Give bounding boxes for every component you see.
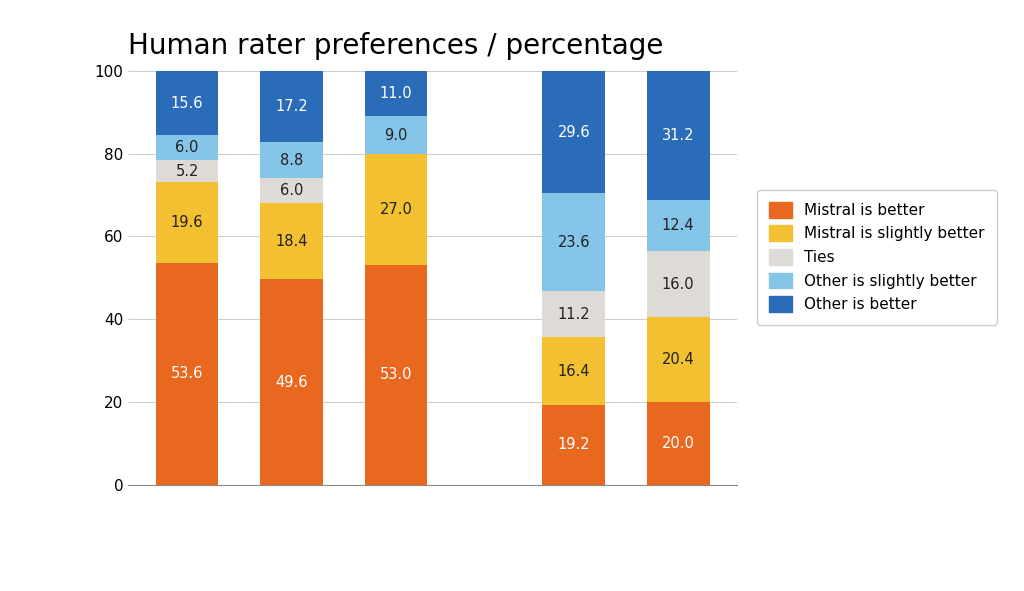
Bar (365, 154, 427, 265)
Bar (156, 135, 218, 160)
Text: 6.0: 6.0 (280, 183, 303, 199)
Bar (156, 71, 218, 135)
Bar (647, 317, 710, 402)
Bar (260, 142, 323, 178)
Text: Human rater preferences / percentage: Human rater preferences / percentage (128, 33, 664, 60)
Text: 17.2: 17.2 (275, 99, 308, 114)
Bar (543, 337, 605, 405)
Text: 23.6: 23.6 (557, 235, 590, 249)
Text: 19.2: 19.2 (557, 437, 590, 452)
Bar (260, 71, 323, 142)
Text: 27.0: 27.0 (380, 202, 413, 217)
Bar (647, 402, 710, 485)
Bar (260, 203, 323, 280)
Text: 18.4: 18.4 (275, 234, 308, 249)
Text: 8.8: 8.8 (280, 153, 303, 168)
Bar (647, 200, 710, 251)
Bar (156, 160, 218, 182)
Bar (365, 116, 427, 154)
Bar (260, 280, 323, 485)
Bar (543, 405, 605, 485)
Bar (365, 71, 427, 116)
Text: 53.6: 53.6 (171, 366, 203, 381)
Text: 12.4: 12.4 (662, 218, 694, 233)
Text: 11.0: 11.0 (380, 86, 413, 101)
Text: 31.2: 31.2 (662, 128, 694, 143)
Text: 11.2: 11.2 (557, 307, 590, 322)
Bar (647, 251, 710, 317)
Bar (543, 193, 605, 291)
Bar (647, 71, 710, 200)
Text: 19.6: 19.6 (171, 215, 204, 230)
Text: 16.4: 16.4 (557, 364, 590, 379)
Bar (156, 182, 218, 263)
Text: 16.0: 16.0 (662, 277, 694, 292)
Text: 53.0: 53.0 (380, 368, 413, 382)
Bar (543, 291, 605, 337)
Text: 6.0: 6.0 (175, 141, 199, 155)
Bar (156, 263, 218, 485)
Text: 20.0: 20.0 (662, 436, 694, 451)
Text: 15.6: 15.6 (171, 96, 204, 111)
Text: 29.6: 29.6 (557, 125, 590, 139)
Bar (543, 71, 605, 193)
Legend: Mistral is better, Mistral is slightly better, Ties, Other is slightly better, O: Mistral is better, Mistral is slightly b… (757, 190, 997, 324)
Bar (365, 265, 427, 485)
Bar (260, 178, 323, 203)
Text: 49.6: 49.6 (275, 375, 308, 389)
Text: 9.0: 9.0 (384, 128, 408, 142)
Text: 20.4: 20.4 (662, 352, 694, 367)
Text: 5.2: 5.2 (175, 164, 199, 178)
